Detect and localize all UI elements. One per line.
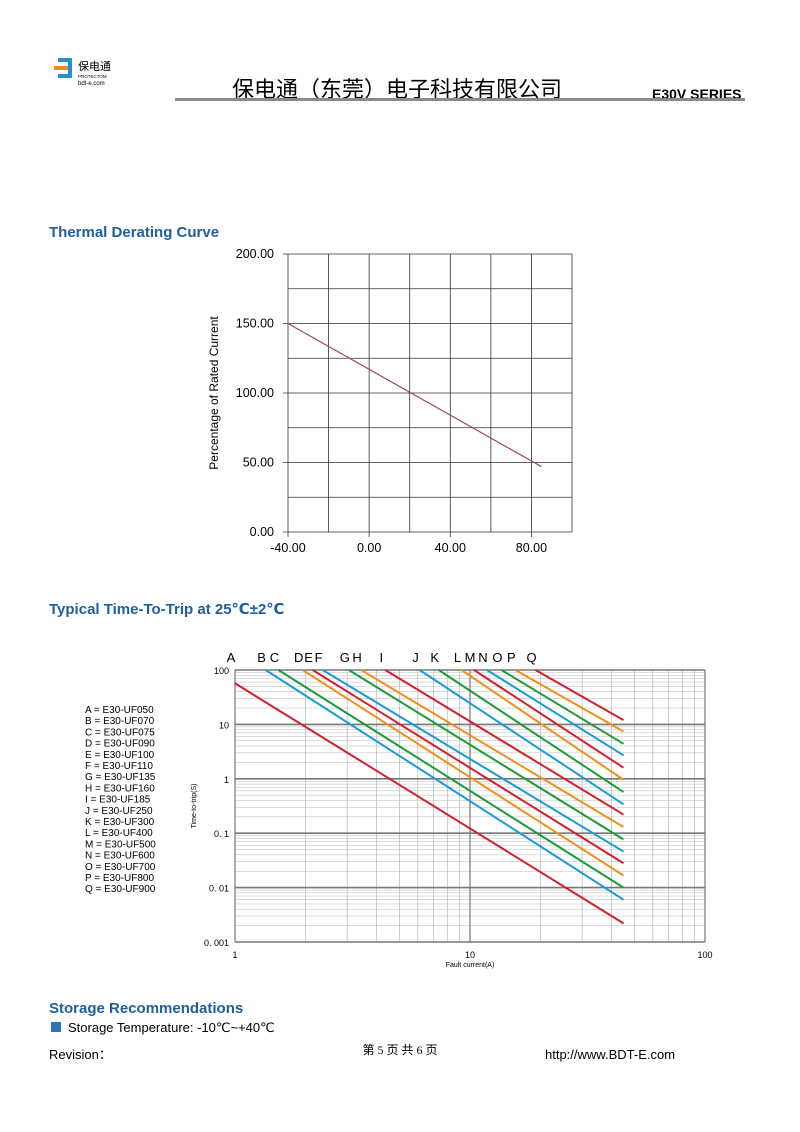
company-name: 保电通（东莞）电子科技有限公司 [232,77,562,102]
trip-curve [322,669,625,853]
y-tick-label: 0. 01 [209,884,229,894]
curve-label: Q [526,650,536,665]
y-tick-label: 1 [224,775,229,785]
x-tick-label: 10 [465,950,475,960]
curve-label: G [340,650,350,665]
y-tick-label: 10 [219,720,229,730]
trip-curve [460,669,625,781]
curve-label: N [478,650,487,665]
curve-label: B [257,650,266,665]
x-tick-label: 1 [232,950,237,960]
trip-curve [500,669,625,745]
trip-curve [514,669,624,733]
legend-entry: I = E30-UF185 [85,795,151,806]
legend-entry: Q = E30-UF900 [85,884,156,895]
logo-bar [58,58,72,62]
x-tick-label: 100 [697,950,712,960]
legend-entry: P = E30-UF800 [85,873,154,884]
x-tick-label: 0.00 [357,541,381,555]
x-tick-label: 80.00 [516,541,547,555]
curve-label: F [315,650,323,665]
y-tick-label: 100 [214,666,229,676]
y-tick-label: 0. 001 [204,938,229,948]
logo-cn: 保电通 [78,59,111,73]
curve-label: H [352,650,361,665]
logo-url: bdt-e.com [78,81,105,87]
y-tick-label: 0. 1 [214,829,229,839]
trip-curve [302,669,625,877]
curve-label: A [227,650,236,665]
section-title: Thermal Derating Curve [49,224,219,241]
curve-label: L [454,650,461,665]
legend-entry: C = E30-UF075 [85,727,155,738]
x-tick-label: -40.00 [270,541,305,555]
x-tick-label: 40.00 [435,541,466,555]
legend-entry: J = E30-UF250 [85,806,153,817]
y-tick-label: 0.00 [250,525,274,539]
curve-label: D [294,650,303,665]
curve-label: K [430,650,439,665]
trip-curve [360,669,625,828]
curve-label: O [492,650,502,665]
y-tick-label: 150.00 [236,317,274,331]
trip-curve [486,669,625,757]
logo-bar [54,66,68,70]
y-tick-label: 50.00 [243,456,274,470]
website: http://www.BDT-E.com [545,1047,675,1062]
legend-entry: F = E30-UF110 [85,761,153,772]
legend-entry: B = E30-UF070 [85,716,155,727]
logo-bar [68,58,72,78]
logo-en: PROTECTOM [78,74,107,79]
logo-bar [58,74,72,78]
trip-curve [438,669,625,793]
page-number: 第 5 页 共 6 页 [362,1043,437,1057]
trip-curve [419,669,625,806]
trip-curve [312,669,625,865]
trip-curve [473,669,625,769]
legend-entry: H = E30-UF160 [85,783,155,794]
section-title: Storage Recommendations [49,1000,243,1017]
trip-curve [535,669,624,721]
curve-label: J [412,650,419,665]
curve-label: C [270,650,279,665]
curve-label: I [379,650,383,665]
curve-label: E [304,650,313,665]
derating-line [287,322,542,468]
bullet [51,1022,61,1032]
curve-label: P [507,650,516,665]
legend-entry: O = E30-UF700 [85,862,156,873]
x-axis-label: Fault current(A) [446,962,495,969]
legend-entry: L = E30-UF400 [85,828,153,839]
header-rule [175,98,745,101]
storage-item: Storage Temperature: -10℃~+40℃ [68,1020,275,1035]
legend-entry: D = E30-UF090 [85,739,155,750]
legend-entry: M = E30-UF500 [85,839,156,850]
legend-entry: K = E30-UF300 [85,817,155,828]
section-title: Typical Time-To-Trip at 25℃±2℃ [49,601,284,618]
trip-curve [234,682,625,925]
y-axis-label: Time-to-trip(S) [191,784,198,829]
y-tick-label: 200.00 [236,247,274,261]
legend-entry: N = E30-UF600 [85,851,155,862]
y-axis-label: Percentage of Rated Current [207,316,221,470]
curve-label: M [465,650,476,665]
legend-entry: G = E30-UF135 [85,772,156,783]
trip-curve [384,669,625,816]
revision: Revision： [49,1047,112,1062]
y-tick-label: 100.00 [236,386,274,400]
legend-entry: E = E30-UF100 [85,750,155,761]
trip-curve [265,669,625,901]
logo [54,58,72,78]
trip-curve [277,669,625,889]
trip-curve [348,669,625,841]
legend-entry: A = E30-UF050 [85,705,154,716]
